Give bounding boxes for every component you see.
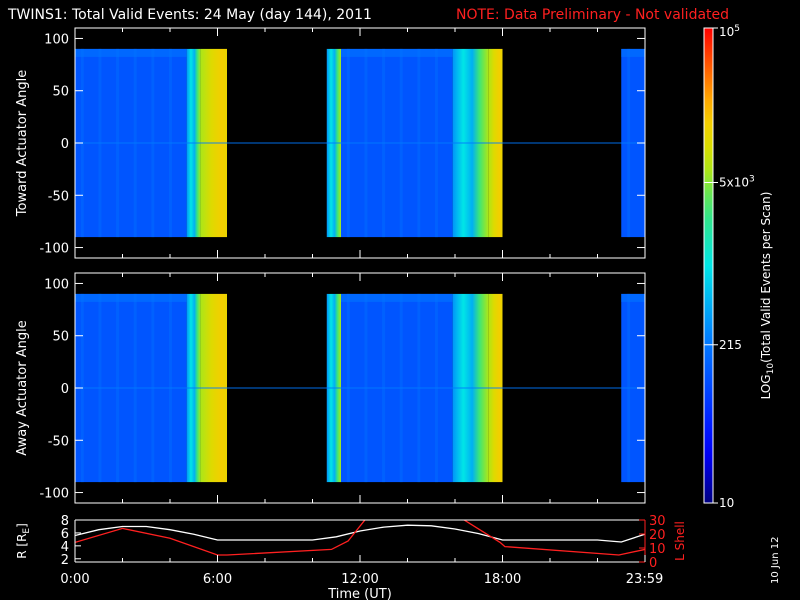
series-line-lshell: [75, 520, 645, 556]
lshell-axis-label: L Shell: [673, 521, 687, 561]
colorbar-tick-base: 10: [719, 25, 734, 39]
colorbar-label-part-1: 10: [766, 363, 776, 375]
r-tick-label: 6: [61, 527, 69, 542]
colorbar-tick-base: 5x10: [719, 175, 749, 189]
r-axis-label-main: R [R: [15, 534, 29, 559]
colorbar-tick-exp: 3: [749, 174, 755, 184]
x-axis-label: Time (UT): [327, 587, 392, 600]
heatmap-top-band: [75, 48, 187, 57]
y-tick-label: -100: [39, 487, 69, 502]
lshell-tick-label: 30: [649, 514, 666, 529]
y-tick-label: -50: [48, 434, 69, 449]
series-line-r: [75, 524, 645, 543]
colorbar-tick-base: 215: [719, 338, 742, 352]
heatmap-top-band: [621, 293, 645, 302]
colorbar-label: LOG10(Total Valid Events per Scan): [759, 192, 776, 400]
colorbar-label-part-0: LOG: [759, 374, 773, 399]
time-tick-label: 23:59: [626, 572, 663, 587]
preliminary-note: NOTE: Data Preliminary - Not validated: [456, 7, 730, 23]
lshell-tick-label: 0: [649, 556, 657, 571]
y-axis-label: Toward Actuator Angle: [15, 70, 30, 217]
colorbar-tick-label: 105: [719, 24, 740, 39]
y-tick-label: 100: [44, 32, 69, 47]
y-axis-label: Away Actuator Angle: [15, 320, 30, 455]
colorbar-tick-label: 215: [719, 338, 742, 352]
time-tick-label: 18:00: [484, 572, 521, 587]
y-tick-label: -50: [48, 189, 69, 204]
lshell-tick-label: 10: [649, 542, 666, 557]
colorbar-tick-label: 5x103: [719, 174, 755, 189]
y-tick-label: 50: [52, 330, 69, 345]
r-tick-label: 4: [61, 540, 69, 555]
time-tick-label: 12:00: [341, 572, 378, 587]
r-tick-label: 8: [61, 514, 69, 529]
heatmap-panel-2: 100 50 0 -50 -100 Away Actuator Angle: [15, 272, 646, 504]
y-tick-label: -100: [39, 242, 69, 257]
y-tick-label: 50: [52, 85, 69, 100]
heatmap-top-band: [341, 48, 453, 57]
time-tick-label: 6:00: [203, 572, 232, 587]
colorbar-tick-base: 10: [719, 496, 734, 510]
heatmap-top-band: [75, 293, 187, 302]
r-axis-label: R [RE]: [15, 523, 32, 559]
r-tick-label: 2: [61, 553, 69, 568]
y-tick-label: 0: [61, 382, 69, 397]
colorbar-label-part-2: (Total Valid Events per Scan): [759, 192, 773, 363]
colorbar-tick-label: 10: [719, 496, 734, 510]
colorbar-bar: [703, 27, 714, 504]
time-tick-label: 0:00: [60, 572, 89, 587]
heatmap-top-band: [341, 293, 453, 302]
y-tick-label: 0: [61, 137, 69, 152]
r-axis-label-sub: E: [22, 528, 32, 534]
r-axis-label-close: ]: [15, 523, 29, 528]
heatmap-panel-1: 100 50 0 -50 -100 Toward Actuator Angle: [15, 27, 646, 259]
lshell-tick-label: 20: [649, 528, 666, 543]
heatmap-top-band: [621, 48, 645, 57]
y-tick-label: 100: [44, 277, 69, 292]
colorbar-tick-exp: 5: [734, 24, 740, 34]
plot-title: TWINS1: Total Valid Events: 24 May (day …: [8, 7, 372, 23]
